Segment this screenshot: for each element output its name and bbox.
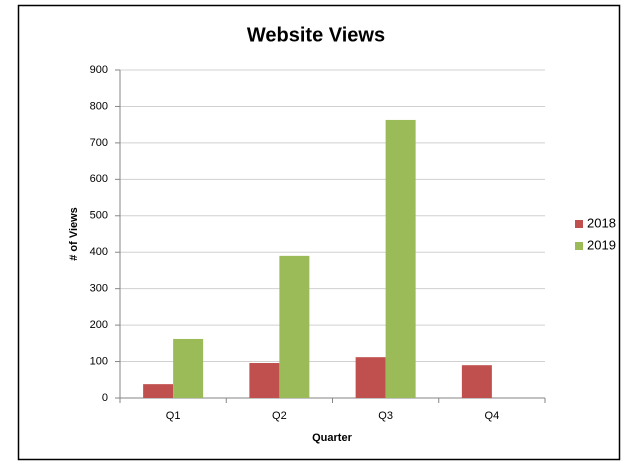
- y-axis-label: # of Views: [68, 207, 80, 261]
- y-tick-label: 300: [90, 283, 108, 295]
- y-tick-label: 900: [90, 64, 108, 76]
- bar: [279, 255, 310, 398]
- bar: [461, 365, 492, 398]
- x-tick-label: Q3: [378, 410, 393, 422]
- y-tick-label: 600: [90, 173, 108, 185]
- chart-title: Website Views: [247, 24, 385, 46]
- x-tick-label: Q4: [485, 410, 500, 422]
- legend-label: 2019: [587, 237, 616, 252]
- y-tick-label: 0: [102, 392, 108, 404]
- legend-swatch: [575, 220, 583, 228]
- bar: [385, 119, 416, 398]
- y-tick-label: 700: [90, 137, 108, 149]
- y-tick-label: 400: [90, 246, 108, 258]
- x-axis-label: Quarter: [312, 432, 352, 444]
- legend-label: 2018: [587, 215, 616, 230]
- chart-border: [17, 4, 621, 461]
- legend-swatch: [575, 242, 583, 250]
- y-tick-label: 800: [90, 100, 108, 112]
- x-tick-label: Q1: [166, 410, 181, 422]
- y-tick-label: 100: [90, 355, 108, 367]
- y-tick-label: 200: [90, 319, 108, 331]
- x-tick-label: Q2: [272, 410, 287, 422]
- bar: [249, 363, 280, 398]
- bar: [355, 357, 386, 398]
- bar: [143, 384, 174, 398]
- bar: [173, 338, 204, 398]
- y-tick-label: 500: [90, 210, 108, 222]
